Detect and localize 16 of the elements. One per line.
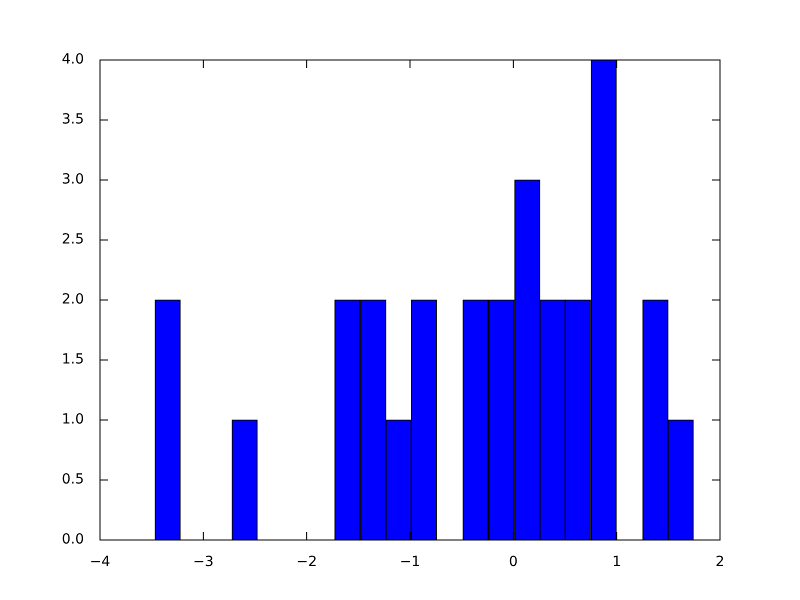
y-tick-label: 1.0 bbox=[62, 412, 84, 428]
x-tick-label: 0 bbox=[508, 554, 518, 570]
y-tick-label: 2.5 bbox=[62, 232, 84, 248]
y-tick-label: 0.0 bbox=[62, 532, 84, 548]
x-tick-label: −3 bbox=[193, 554, 214, 570]
y-tick-label: 0.5 bbox=[62, 472, 84, 488]
x-tick-label: −2 bbox=[296, 554, 317, 570]
x-tick-label: 2 bbox=[716, 554, 724, 570]
x-tick-label: −4 bbox=[90, 554, 110, 570]
y-tick-label: 2.0 bbox=[62, 292, 84, 308]
y-tick-label: 3.5 bbox=[62, 112, 84, 128]
x-tick-label: −1 bbox=[400, 554, 420, 570]
y-tick-label: 3.0 bbox=[62, 172, 84, 188]
x-tick-label: 1 bbox=[612, 554, 622, 570]
y-tick-label: 1.5 bbox=[62, 352, 84, 368]
y-tick-label: 4.0 bbox=[62, 52, 84, 68]
